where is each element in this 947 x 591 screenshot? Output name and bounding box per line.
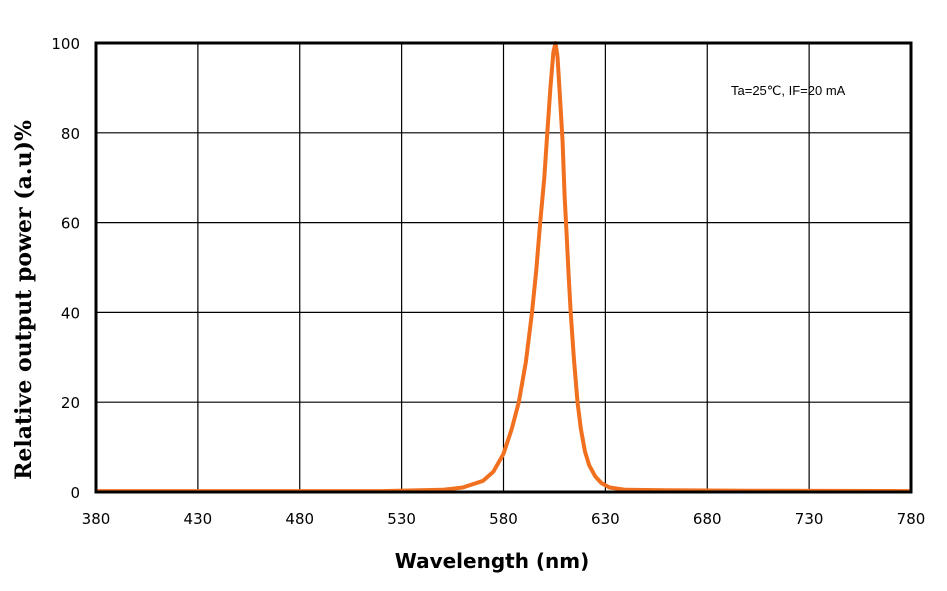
grid xyxy=(95,42,912,493)
x-tick-label: 730 xyxy=(795,510,824,528)
y-tick-label: 20 xyxy=(61,394,80,412)
y-tick-label: 100 xyxy=(51,35,80,53)
tick-labels: 380 430 480 530 580 630 680 730 780 0 20 40 60 80 100 xyxy=(51,35,925,528)
x-tick-label: 630 xyxy=(591,510,620,528)
y-tick-label: 0 xyxy=(70,484,80,502)
series-line xyxy=(96,41,912,494)
x-axis-label: Wavelength (nm) xyxy=(395,549,590,573)
y-tick-label: 60 xyxy=(61,215,80,233)
x-tick-label: 480 xyxy=(285,510,314,528)
plot-frame xyxy=(94,41,913,494)
annotation: Ta=25℃, IF=20 mA xyxy=(731,83,846,98)
x-tick-label: 580 xyxy=(489,510,518,528)
x-tick-label: 380 xyxy=(82,510,111,528)
y-tick-label: 40 xyxy=(61,304,80,322)
x-tick-label: 780 xyxy=(897,510,926,528)
y-axis-label: Relative output power (a.u)% xyxy=(11,120,37,480)
x-tick-label: 530 xyxy=(387,510,416,528)
x-tick-label: 680 xyxy=(693,510,722,528)
x-tick-label: 430 xyxy=(184,510,213,528)
y-tick-label: 80 xyxy=(61,125,80,143)
